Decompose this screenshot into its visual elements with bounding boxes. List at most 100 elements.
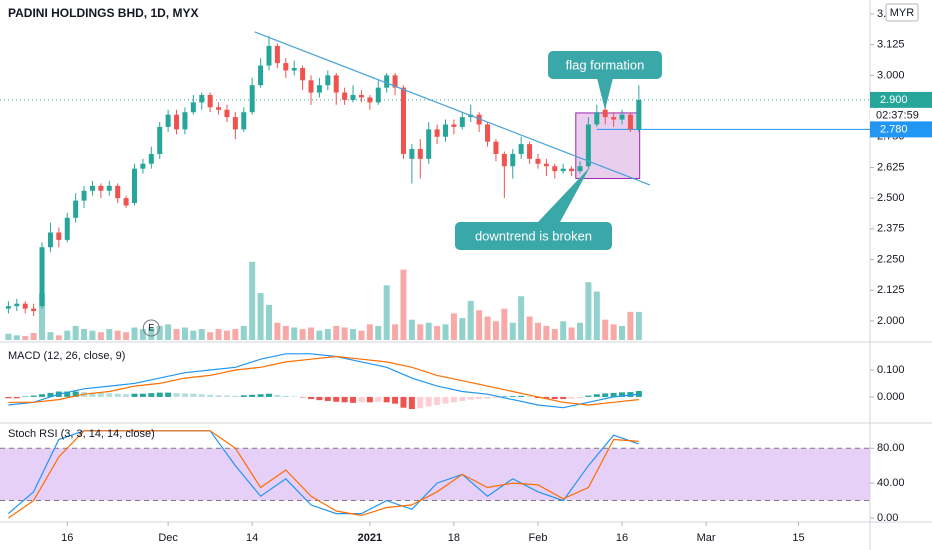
event-label: E xyxy=(148,322,154,332)
volume-bar xyxy=(551,329,558,340)
histogram-bar xyxy=(543,396,550,399)
annotation-box xyxy=(548,51,662,79)
histogram-bar xyxy=(291,396,298,397)
y-tick-label: 2.375 xyxy=(877,223,905,235)
histogram-bar xyxy=(190,393,197,397)
candle-body xyxy=(274,45,280,64)
y-tick-label: 2.625 xyxy=(877,161,905,173)
histogram-bar xyxy=(476,396,483,400)
histogram-bar xyxy=(198,394,205,397)
candle-body xyxy=(585,124,591,167)
volume-bar xyxy=(299,329,306,340)
volume-bar xyxy=(72,325,79,340)
volume-bar xyxy=(560,321,567,340)
candle-body xyxy=(476,114,482,125)
volume-bar xyxy=(22,336,29,340)
y-tick-label: 3.125 xyxy=(877,39,905,51)
candle-body xyxy=(81,190,87,201)
volume-bar xyxy=(518,296,525,340)
volume-bar xyxy=(619,325,626,340)
histogram-bar xyxy=(173,393,180,397)
histogram-bar xyxy=(215,395,222,397)
histogram-bar xyxy=(223,395,230,397)
histogram-bar xyxy=(5,396,12,399)
volume-bar xyxy=(333,325,340,340)
candle-body xyxy=(73,200,79,218)
volume-bar xyxy=(602,319,609,340)
histogram-bar xyxy=(400,396,407,408)
candle-body xyxy=(308,80,314,93)
histogram-bar xyxy=(358,396,365,403)
x-tick-label: 16 xyxy=(616,532,628,544)
histogram-bar xyxy=(577,396,583,399)
candle-body xyxy=(98,185,104,191)
volume-bar xyxy=(215,329,222,340)
last-price-label: 2.900 xyxy=(880,94,908,106)
histogram-bar xyxy=(350,396,357,403)
volume-bar xyxy=(450,313,457,340)
candle-body xyxy=(199,95,205,103)
x-tick-label: 18 xyxy=(448,532,460,544)
volume-bar xyxy=(148,327,155,340)
histogram-bar xyxy=(526,396,533,397)
candle-body xyxy=(527,144,533,159)
volume-bar xyxy=(501,308,508,340)
event-marker xyxy=(142,319,160,337)
y-tick-label: 80.00 xyxy=(877,442,905,454)
volume-bar xyxy=(106,329,113,340)
histogram-bar xyxy=(518,395,525,397)
x-tick-label: 16 xyxy=(61,532,73,544)
x-tick-label: 2021 xyxy=(358,532,382,544)
candle-body xyxy=(602,109,608,118)
histogram-bar xyxy=(249,394,256,397)
y-tick-label: 2.125 xyxy=(877,284,905,296)
candle-body xyxy=(216,107,222,110)
countdown-label: 02:37:59 xyxy=(876,109,919,121)
volume-bar xyxy=(434,325,441,340)
volume-bar xyxy=(635,311,642,340)
candle-body xyxy=(619,114,625,120)
candle-body xyxy=(115,185,121,199)
candle-body xyxy=(451,124,457,127)
chart-title: PADINI HOLDINGS BHD, 1D, MYX xyxy=(8,6,198,20)
candle-body xyxy=(56,232,62,240)
y-tick-label: 3.000 xyxy=(877,69,905,81)
volume-bar xyxy=(324,329,331,340)
volume-bar xyxy=(223,330,230,340)
histogram-bar xyxy=(593,394,600,397)
candle-body xyxy=(165,114,171,127)
volume-bar xyxy=(97,332,104,340)
price-line-box xyxy=(870,121,932,138)
histogram-bar xyxy=(165,392,172,397)
candle-body xyxy=(560,168,566,172)
histogram-bar xyxy=(551,396,558,400)
candle-body xyxy=(594,112,600,125)
volume-bar xyxy=(64,330,71,340)
volume-bar xyxy=(265,304,272,340)
candle-body xyxy=(569,168,575,172)
volume-bar xyxy=(358,330,365,340)
annotation-pointer xyxy=(597,78,613,110)
histogram-bar xyxy=(324,396,331,401)
candle-body xyxy=(518,144,524,154)
candle-body xyxy=(417,149,423,159)
histogram-bar xyxy=(232,395,239,397)
candle-body xyxy=(14,303,20,307)
histogram-bar xyxy=(316,396,323,401)
candle-body xyxy=(106,185,112,191)
band-fill xyxy=(0,448,870,501)
volume-bar xyxy=(316,330,323,340)
histogram-bar xyxy=(207,394,214,397)
histogram-bar xyxy=(635,390,642,397)
candle-body xyxy=(182,112,188,130)
candle-body xyxy=(300,68,306,81)
candle-body xyxy=(258,65,264,86)
volume-bar xyxy=(383,285,390,340)
volume-bar xyxy=(240,325,247,340)
volume-bar xyxy=(467,300,474,340)
x-tick-label: 14 xyxy=(246,532,258,544)
histogram-bar xyxy=(366,396,373,403)
histogram-bar xyxy=(610,392,617,397)
volume-bar xyxy=(400,269,407,340)
candle-body xyxy=(283,63,289,71)
